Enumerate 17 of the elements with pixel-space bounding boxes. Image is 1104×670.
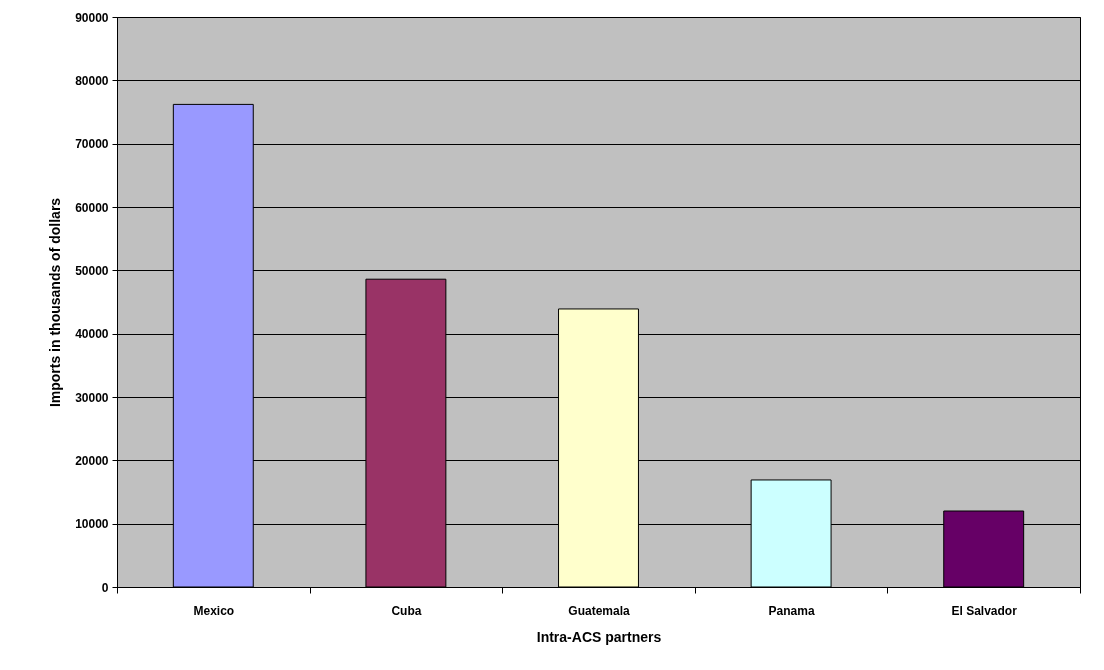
x-tick-label: Guatemala (568, 603, 631, 618)
y-tick-label: 90000 (75, 10, 109, 25)
y-tick-label: 80000 (75, 73, 109, 88)
x-tick-label: El Salvador (951, 603, 1018, 618)
y-tick-label: 30000 (75, 390, 109, 405)
x-tick-label: Mexico (193, 603, 235, 618)
y-tick-label: 50000 (75, 263, 109, 278)
x-tick-label: Panama (768, 603, 815, 618)
y-axis-title: Imports in thousands of dollars (47, 197, 64, 408)
y-tick-label: 20000 (75, 453, 109, 468)
y-tick-label: 70000 (75, 137, 109, 152)
x-tick-label: Cuba (391, 603, 422, 618)
x-axis-title: Intra-ACS partners (536, 628, 662, 645)
y-tick-label: 10000 (75, 517, 109, 532)
y-tick-label: 60000 (75, 200, 109, 215)
y-tick-label: 40000 (75, 327, 109, 342)
y-tick-label: 0 (101, 580, 109, 595)
